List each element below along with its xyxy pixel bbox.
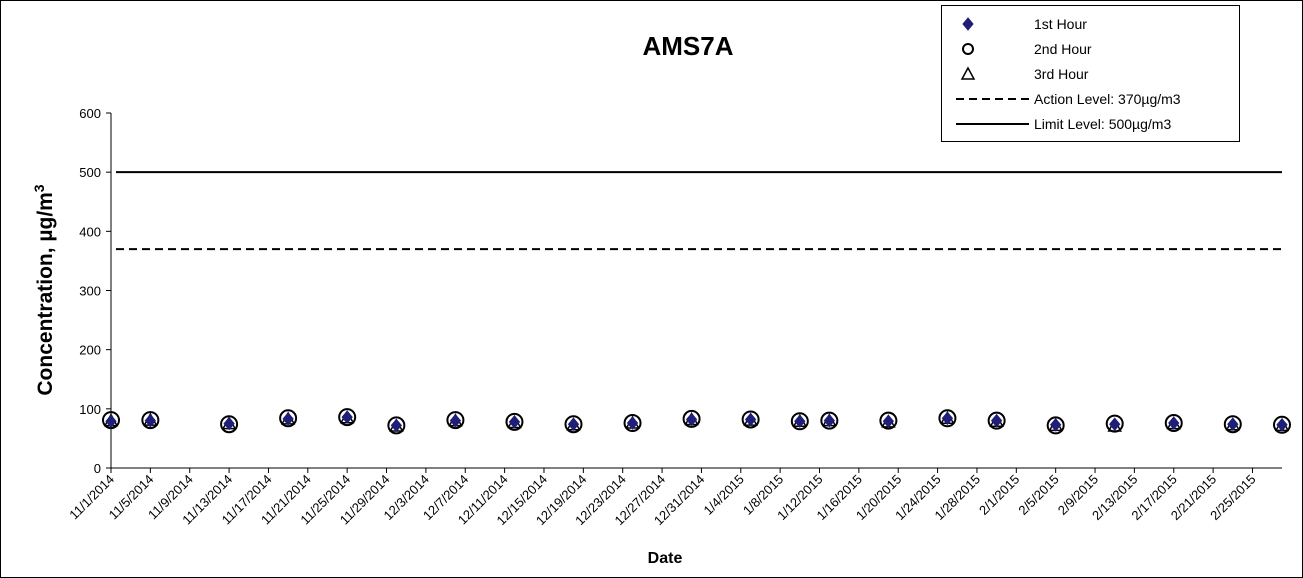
point-circle [338, 408, 357, 427]
point-diamond [449, 413, 462, 428]
point-circle [1164, 414, 1183, 433]
point-circle [820, 411, 839, 430]
y-axis-title-superscript: 3 [31, 184, 47, 192]
point-diamond [882, 414, 895, 429]
y-tick-label: 600 [79, 106, 101, 121]
legend-label: Limit Level: 500µg/m3 [1034, 116, 1171, 132]
point-circle [682, 409, 701, 428]
point-diamond [282, 412, 294, 426]
point-circle [102, 411, 120, 430]
y-tick-label: 300 [79, 284, 101, 299]
legend-box [941, 5, 1240, 142]
point-circle [564, 415, 583, 434]
point-circle [505, 412, 524, 431]
point-circle [623, 414, 642, 433]
point-diamond [1168, 416, 1180, 430]
y-tick-label: 0 [94, 461, 101, 476]
legend-marker-circle [962, 43, 974, 55]
y-tick-label: 200 [79, 343, 101, 358]
point-diamond [508, 415, 521, 429]
point-circle [741, 410, 760, 429]
chart-title: AMS7A [642, 31, 733, 61]
point-circle [220, 415, 239, 434]
point-diamond [390, 418, 403, 433]
point-circle [387, 416, 406, 435]
point-circle [1046, 416, 1065, 435]
point-diamond [105, 414, 117, 429]
point-diamond [941, 411, 954, 426]
point-diamond [341, 410, 353, 424]
y-tick-label: 100 [79, 402, 101, 417]
point-circle [1273, 415, 1291, 434]
point-diamond [144, 413, 157, 428]
legend: 1st Hour 2nd Hour 3rd Hour Action Level: 37… [941, 5, 1240, 142]
point-circle [446, 411, 465, 430]
point-diamond [794, 414, 806, 429]
y-tick-label: 400 [79, 224, 101, 239]
y-axis-title: Concentration, µg/m3 [31, 184, 57, 395]
legend-marker-diamond [962, 17, 974, 31]
point-circle [879, 411, 898, 430]
point-diamond [1050, 418, 1062, 432]
point-circle [790, 412, 809, 431]
point-circle [1223, 415, 1242, 434]
point-diamond [567, 417, 580, 431]
point-diamond [990, 413, 1003, 428]
point-circle [987, 411, 1006, 430]
legend-label: Action Level: 370µg/m3 [1034, 91, 1181, 107]
point-diamond [1227, 417, 1239, 431]
point-circle [141, 411, 160, 430]
x-axis-title: Date [648, 550, 683, 567]
point-circle [938, 409, 957, 428]
point-diamond [626, 416, 639, 430]
y-tick-label: 500 [79, 165, 101, 180]
point-diamond [744, 412, 757, 427]
legend-label: 2nd Hour [1034, 41, 1092, 57]
legend-marker-triangle [960, 66, 976, 80]
point-diamond [823, 413, 835, 428]
y-axis-title-main: Concentration, µg/m [34, 192, 57, 395]
legend-label: 3rd Hour [1034, 66, 1089, 82]
legend-label: 1st Hour [1034, 16, 1087, 32]
point-diamond [685, 412, 698, 427]
point-diamond [1276, 418, 1288, 432]
point-diamond [1109, 417, 1121, 431]
point-diamond [223, 416, 235, 431]
point-circle [279, 409, 298, 428]
point-circle [1105, 414, 1124, 433]
